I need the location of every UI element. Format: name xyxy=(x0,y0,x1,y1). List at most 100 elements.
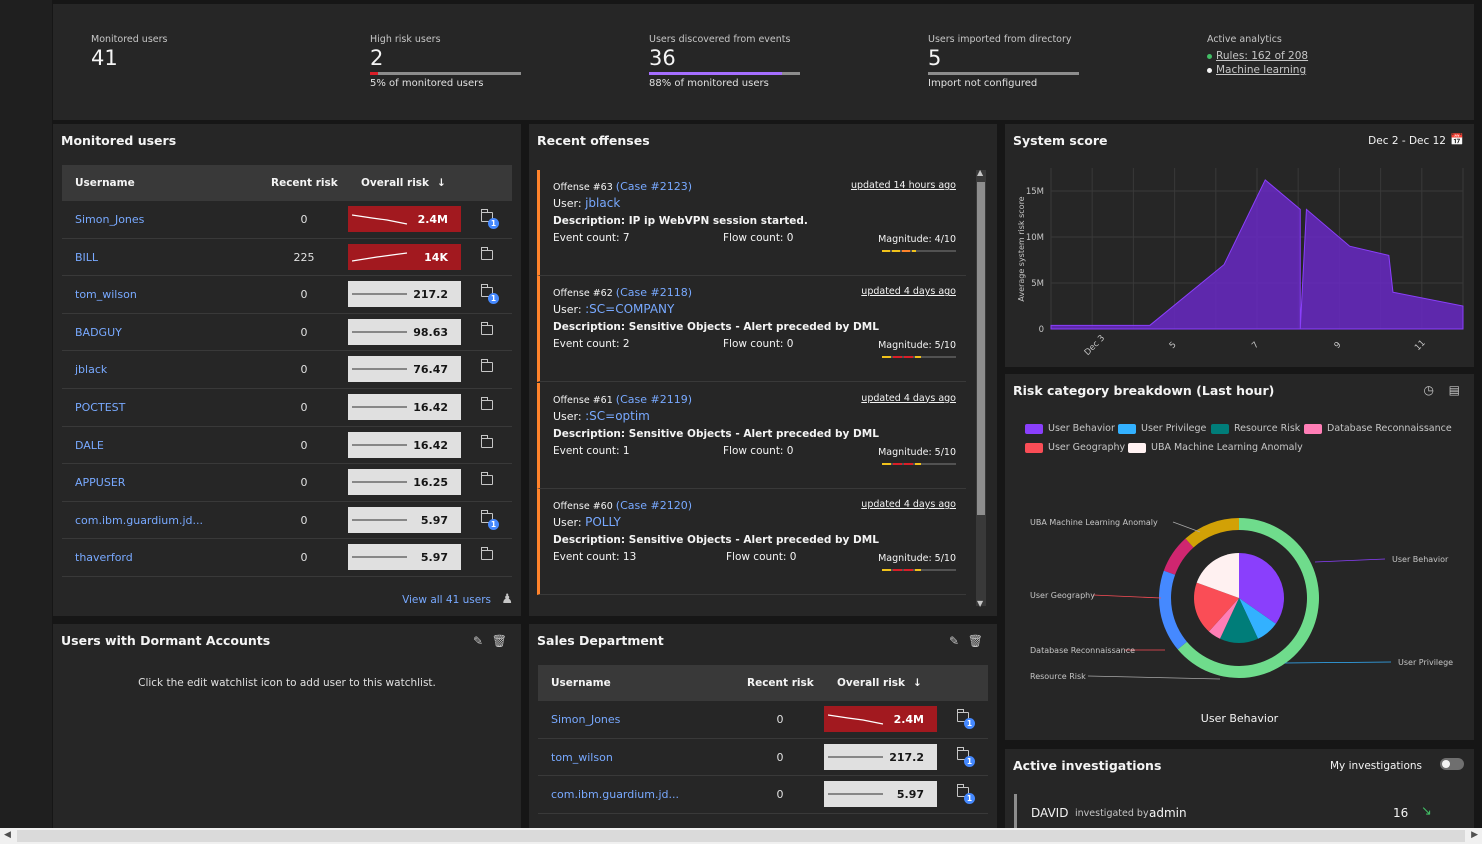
trash-icon[interactable]: 🗑 xyxy=(491,634,507,648)
legend-item[interactable]: User Behavior xyxy=(1025,423,1115,434)
col-overall-risk[interactable]: Overall risk ↓ xyxy=(837,677,922,689)
risk-donut-chart: UBA Machine Learning Anomaly User Behavio… xyxy=(1030,518,1453,681)
outer-ring-segment[interactable] xyxy=(1185,518,1239,548)
legend-item[interactable]: UBA Machine Learning Anomaly xyxy=(1128,442,1303,453)
inner-pie-slice[interactable] xyxy=(1239,598,1276,639)
calendar-icon[interactable]: 📅 xyxy=(1450,133,1464,146)
scroll-up-icon[interactable]: ▲ xyxy=(977,168,984,177)
edit-icon[interactable]: ✎ xyxy=(948,634,959,648)
legend-item[interactable]: User Privilege xyxy=(1118,423,1206,434)
legend-item[interactable]: User Geography xyxy=(1025,442,1125,453)
case-link[interactable]: (Case #2120) xyxy=(615,498,693,512)
my-investigations-toggle[interactable] xyxy=(1440,758,1464,770)
overall-risk-box: 14K xyxy=(348,243,461,270)
watchlist-folder-icon[interactable]: 1 xyxy=(481,284,499,305)
username-link[interactable]: tom_wilson xyxy=(551,750,613,764)
scroll-down-icon[interactable]: ▼ xyxy=(977,599,984,608)
col-username[interactable]: Username xyxy=(75,177,135,189)
username-link[interactable]: jblack xyxy=(75,363,108,377)
scroll-thumb[interactable] xyxy=(17,830,1465,842)
offense-scrollbar[interactable]: ▲ ▼ xyxy=(976,168,986,608)
outer-ring-segment[interactable] xyxy=(1163,538,1194,575)
username-link[interactable]: POCTEST xyxy=(75,401,126,414)
username-link[interactable]: Simon_Jones xyxy=(551,713,621,726)
username-link[interactable]: com.ibm.guardium.jd... xyxy=(75,513,204,527)
offense-user-link[interactable]: :SC=optim xyxy=(585,408,650,423)
inner-pie-slice[interactable] xyxy=(1194,582,1239,632)
scroll-right-icon[interactable]: ▶ xyxy=(1471,830,1478,840)
overall-risk-value: 2.4M xyxy=(893,713,924,726)
watchlist-folder-icon[interactable]: 1 xyxy=(481,509,499,530)
case-link[interactable]: (Case #2119) xyxy=(615,392,693,406)
watchlist-folder-icon[interactable]: 1 xyxy=(957,746,975,767)
watchlist-folder-icon[interactable] xyxy=(481,547,493,561)
offense-user-link[interactable]: POLLY xyxy=(585,514,621,529)
offense-card[interactable]: Offense #63 (Case #2123) updated 14 hours… xyxy=(537,170,966,276)
recent-risk-value: 0 xyxy=(776,750,784,764)
username-link[interactable]: DALE xyxy=(75,438,104,452)
username-link[interactable]: com.ibm.guardium.jd... xyxy=(551,788,680,802)
clock-icon[interactable]: ◷ xyxy=(1423,383,1434,397)
overall-risk-value: 5.97 xyxy=(420,513,448,527)
magnitude-label: Magnitude: 5/10 xyxy=(878,446,956,458)
recent-risk-value: 0 xyxy=(300,325,308,339)
investigation-item[interactable]: DAVID investigated by admin 16 ↘ xyxy=(1014,794,1464,828)
watchlist-folder-icon[interactable] xyxy=(481,397,493,410)
col-username[interactable]: Username xyxy=(551,677,611,689)
offense-user-link[interactable]: jblack xyxy=(585,196,621,210)
watchlist-folder-icon[interactable]: 1 xyxy=(481,209,499,229)
username-link[interactable]: APPUSER xyxy=(75,476,126,490)
callout-line xyxy=(1087,675,1221,680)
import-link[interactable]: Import not configured xyxy=(928,78,1038,89)
user-label: User: xyxy=(553,303,582,317)
username-link[interactable]: tom_wilson xyxy=(75,288,137,302)
col-recent-risk[interactable]: Recent risk xyxy=(747,677,814,689)
username-link[interactable]: Simon_Jones xyxy=(75,213,145,226)
sort-down-icon: ↓ xyxy=(913,677,922,689)
offense-card[interactable]: Offense #62 (Case #2118) updated 4 days a… xyxy=(537,276,966,383)
trash-icon[interactable]: 🗑 xyxy=(967,634,983,648)
watchlist-folder-icon[interactable] xyxy=(481,321,493,335)
stat-value: 5 xyxy=(928,46,942,70)
machine-learning-link[interactable]: Machine learning xyxy=(1216,64,1307,76)
legend-item[interactable]: Resource Risk xyxy=(1211,423,1300,434)
user-label: User: xyxy=(553,409,582,423)
view-all-users-link[interactable]: View all 41 users xyxy=(402,594,491,606)
x-tick-label: 5 xyxy=(1168,340,1179,351)
watchlist-folder-icon[interactable]: 1 xyxy=(957,784,975,805)
watchlist-folder-icon[interactable] xyxy=(481,359,493,373)
case-link[interactable]: (Case #2118) xyxy=(615,286,693,300)
page-horizontal-scrollbar[interactable]: ◀ ▶ xyxy=(0,828,1482,844)
offense-card[interactable]: Offense #60 (Case #2120) updated 4 days a… xyxy=(537,488,966,595)
inner-pie-slice[interactable] xyxy=(1208,598,1239,639)
recent-risk-value: 0 xyxy=(300,438,308,452)
col-overall-risk[interactable]: Overall risk ↓ xyxy=(361,177,446,189)
legend-item[interactable]: Database Reconnaissance xyxy=(1304,423,1452,434)
scroll-thumb[interactable] xyxy=(977,182,985,515)
username-link[interactable]: BILL xyxy=(75,250,99,264)
rules-link[interactable]: Rules: 162 of 208 xyxy=(1216,50,1309,62)
watchlist-folder-icon[interactable] xyxy=(481,472,493,486)
username-link[interactable]: thaverford xyxy=(75,551,133,565)
inner-pie-slice[interactable] xyxy=(1196,553,1239,598)
table-row: POCTEST 0 16.42 xyxy=(62,389,512,427)
watchlist-folder-icon[interactable]: 1 xyxy=(957,709,975,729)
recent-risk-value: 0 xyxy=(776,788,784,802)
col-recent-risk[interactable]: Recent risk xyxy=(271,177,338,189)
username-link[interactable]: BADGUY xyxy=(75,325,122,339)
users-icon[interactable]: ♟ xyxy=(501,592,513,607)
outer-ring-segment[interactable] xyxy=(1159,570,1187,650)
date-range[interactable]: Dec 2 - Dec 12 xyxy=(1368,135,1446,147)
outer-ring-segment[interactable] xyxy=(1177,518,1319,678)
inner-pie-slice[interactable] xyxy=(1219,598,1259,643)
case-link[interactable]: (Case #2123) xyxy=(615,180,693,193)
table-view-icon[interactable]: ▤ xyxy=(1448,383,1460,397)
scroll-left-icon[interactable]: ◀ xyxy=(4,830,11,840)
inner-pie-slice[interactable] xyxy=(1239,553,1284,624)
watchlist-folder-icon[interactable] xyxy=(481,434,493,448)
watchlist-folder-icon[interactable] xyxy=(481,246,493,260)
callout-label: User Privilege xyxy=(1398,658,1453,667)
offense-card[interactable]: Offense #61 (Case #2119) updated 4 days a… xyxy=(537,382,966,489)
edit-icon[interactable]: ✎ xyxy=(472,634,483,648)
offense-user-link[interactable]: :SC=COMPANY xyxy=(585,302,675,317)
